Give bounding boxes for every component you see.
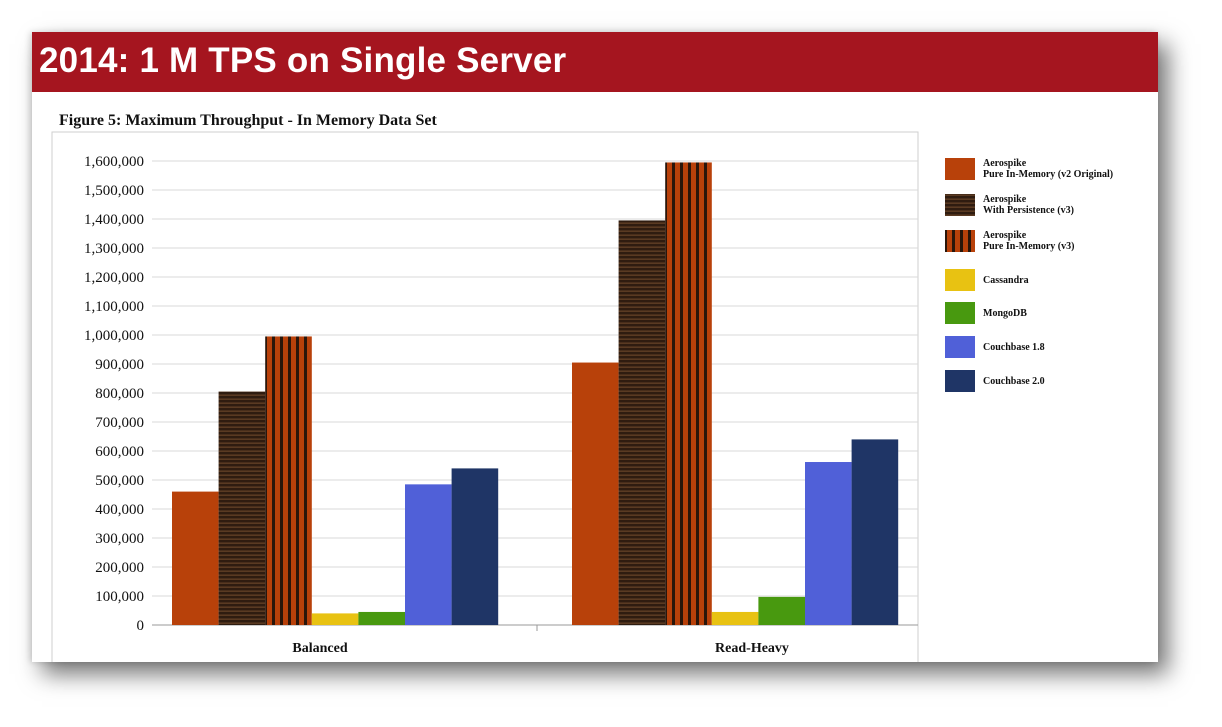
legend-label: Pure In-Memory (v3) [983,241,1074,252]
x-category-label: Balanced [292,641,347,656]
y-tick-label: 500,000 [95,473,144,489]
y-tick-label: 1,100,000 [84,299,144,315]
y-tick-label: 1,600,000 [84,154,144,170]
x-axis: Balanced Read-Heavy [292,625,789,656]
bar [851,439,899,625]
bar [358,611,405,625]
legend-swatch [945,302,975,324]
bar [172,491,219,625]
legend-swatch [945,269,975,291]
legend-label: Aerospike [983,194,1027,205]
y-tick-label: 200,000 [95,560,144,576]
y-tick-label: 1,400,000 [84,212,144,228]
y-tick-label: 0 [137,618,145,634]
legend-swatch [945,158,975,180]
bar [805,462,852,625]
slide: 2014: 1 M TPS on Single Server Figure 5:… [32,32,1158,662]
bar [311,613,359,625]
legend-label: MongoDB [983,308,1027,319]
bar [618,220,666,625]
y-tick-label: 1,200,000 [84,270,144,286]
y-tick-label: 600,000 [95,444,144,460]
y-tick-label: 400,000 [95,502,144,518]
legend-label: Cassandra [983,275,1029,286]
bar [265,336,312,625]
legend-swatch [945,194,975,216]
chart-title: Figure 5: Maximum Throughput - In Memory… [59,112,437,129]
y-axis: 0 100,000 200,000 300,000 400,000 500,000 600,… [84,154,144,634]
bar [451,468,499,625]
y-tick-label: 900,000 [95,357,144,373]
y-tick-label: 800,000 [95,386,144,402]
y-tick-label: 1,300,000 [84,241,144,257]
bar [758,596,805,625]
legend-label: Aerospike [983,230,1027,241]
y-tick-label: 700,000 [95,415,144,431]
legend-swatch [945,370,975,392]
y-tick-label: 1,500,000 [84,183,144,199]
bar [711,611,759,625]
legend-label: With Persistence (v3) [983,205,1074,216]
legend-label: Pure In-Memory (v2 Original) [983,169,1113,180]
y-tick-label: 100,000 [95,589,144,605]
legend-label: Aerospike [983,158,1027,169]
title-bar: 2014: 1 M TPS on Single Server [32,32,1158,92]
y-tick-label: 1,000,000 [84,328,144,344]
legend-label: Couchbase 2.0 [983,376,1045,387]
bar [405,484,452,625]
legend-swatch [945,230,975,252]
bar [218,391,266,625]
bars [172,162,899,625]
y-tick-label: 300,000 [95,531,144,547]
bar [665,162,712,625]
chart-svg: 0 100,000 200,000 300,000 400,000 500,000 600,… [51,131,1113,662]
slide-title: 2014: 1 M TPS on Single Server [39,41,567,80]
legend-swatch [945,336,975,358]
bar [572,362,619,625]
legend-label: Couchbase 1.8 [983,342,1045,353]
x-category-label: Read-Heavy [715,641,789,656]
